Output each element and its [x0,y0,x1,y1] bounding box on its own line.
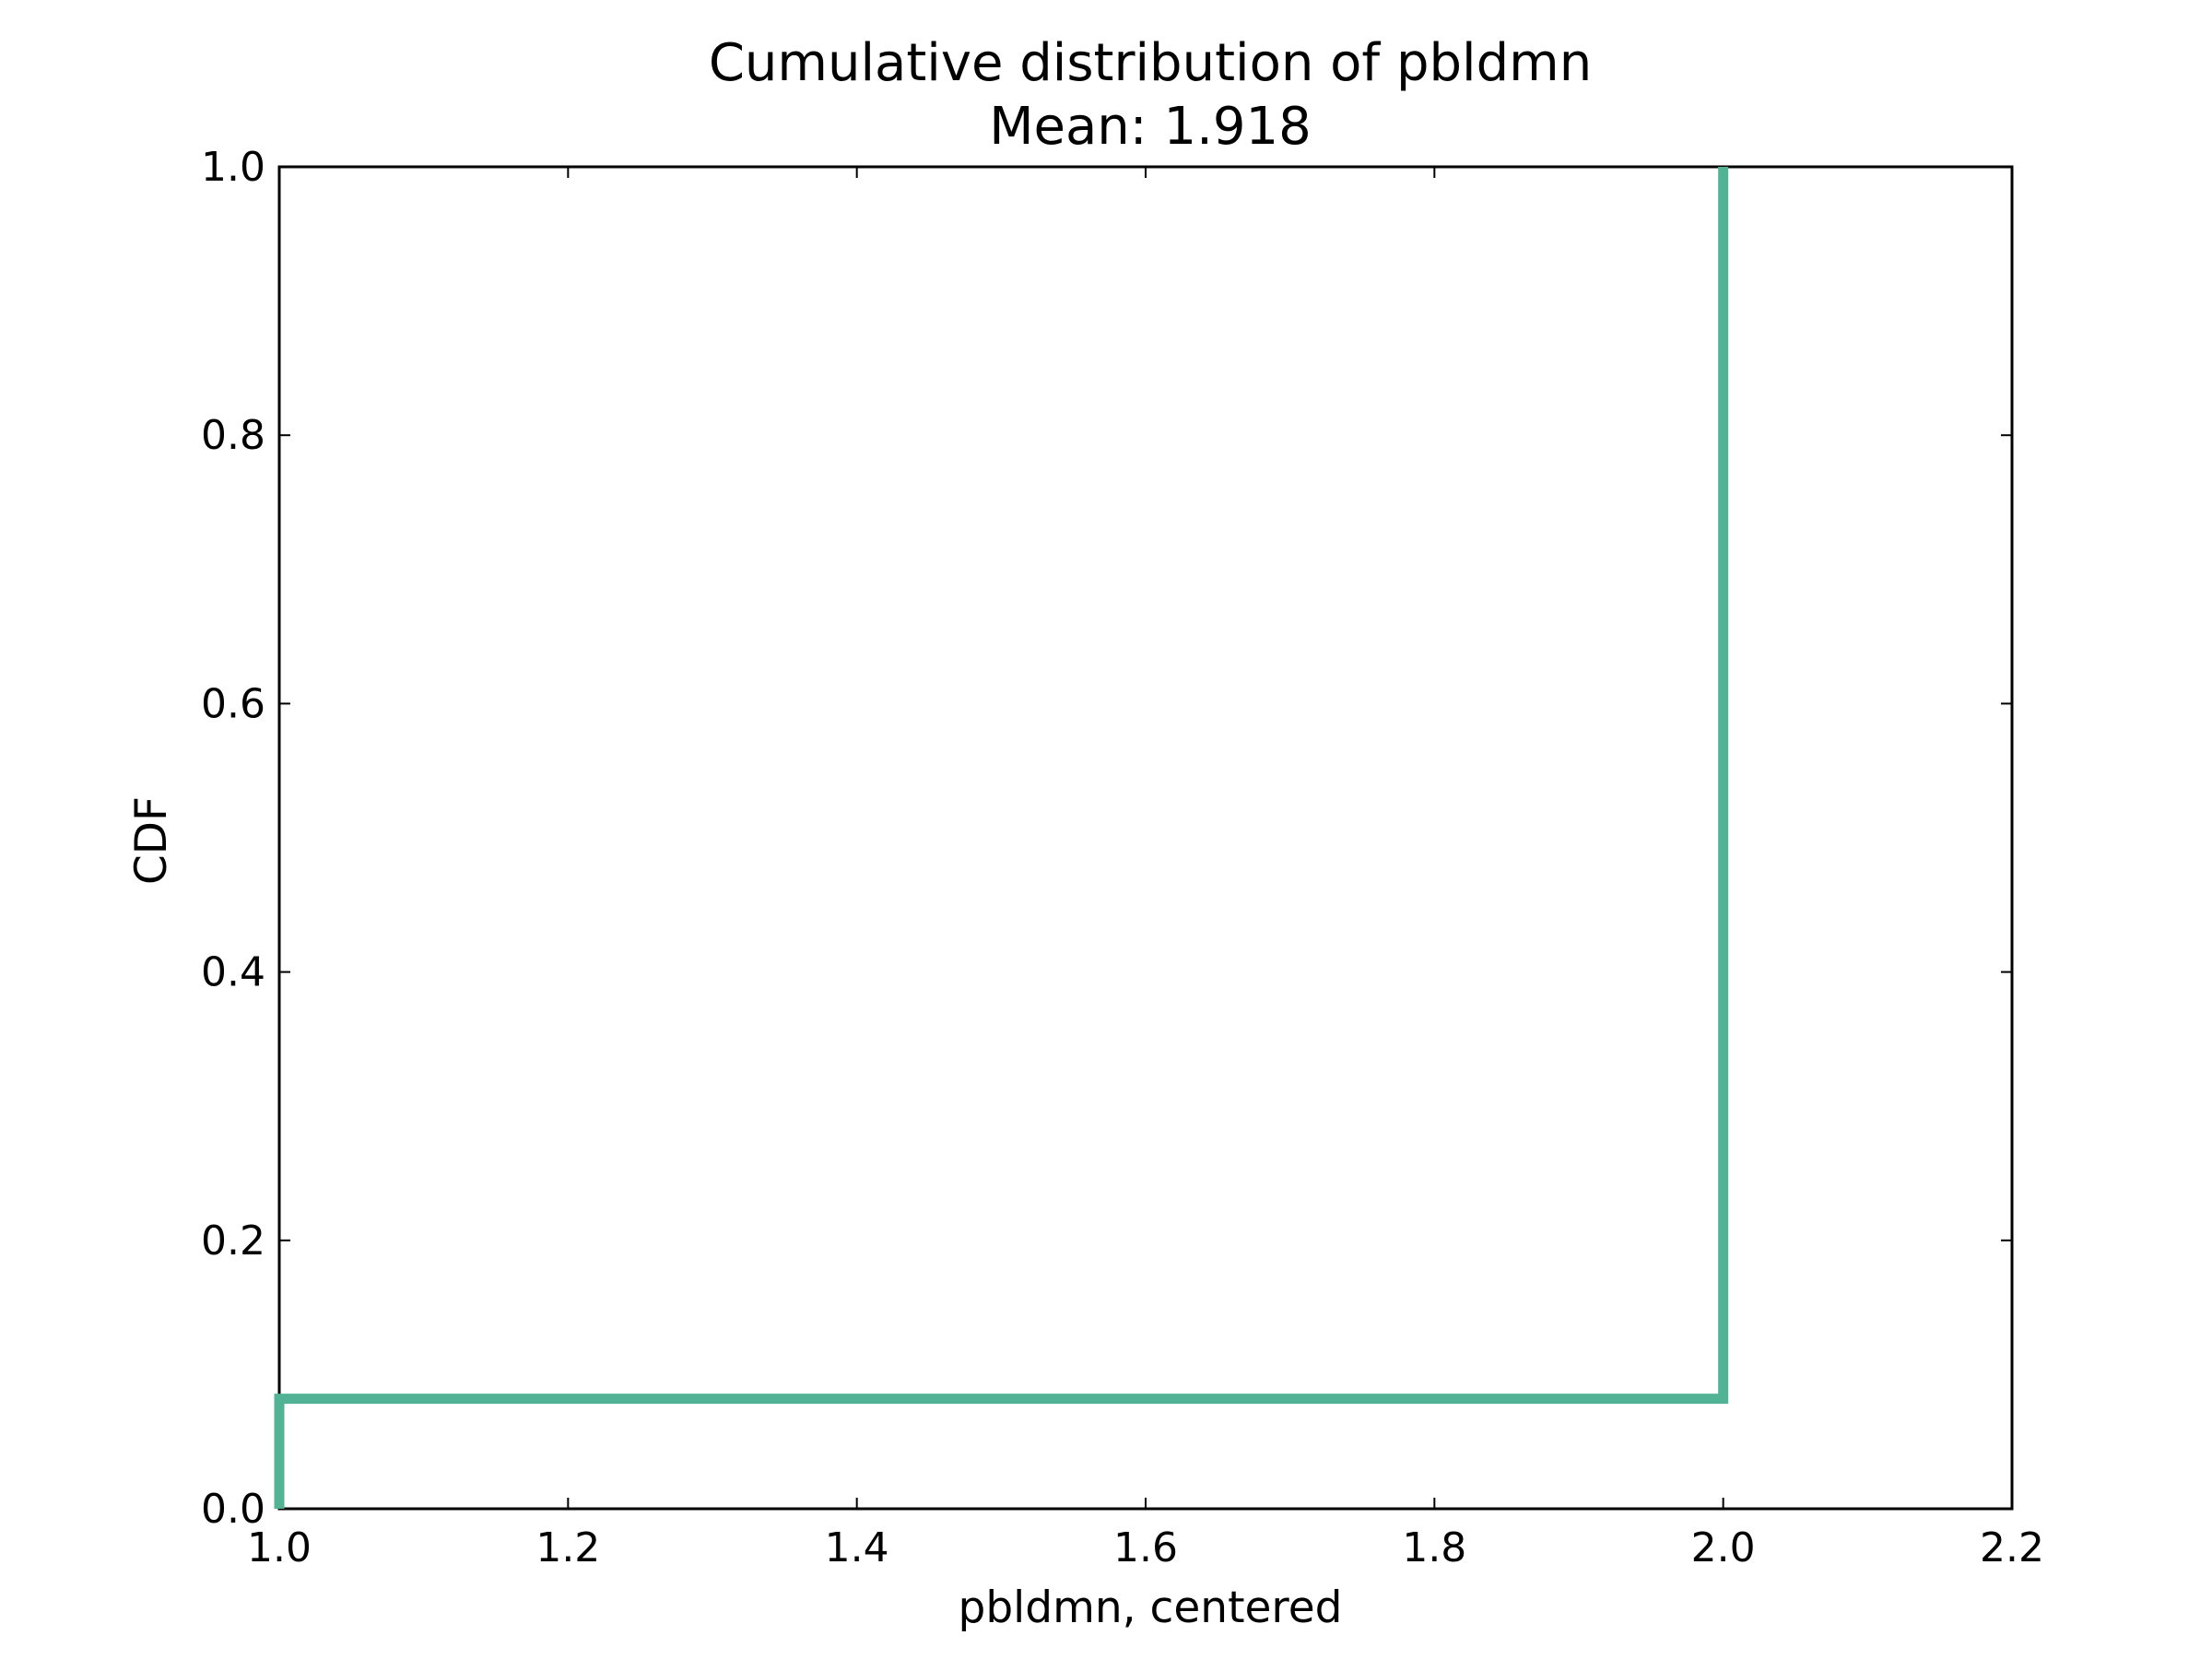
x-tick-label: 1.2 [535,1524,600,1571]
x-tick-label: 1.0 [247,1524,312,1571]
plot-frame [277,165,2014,1511]
cdf-step-line [274,167,1729,1509]
y-tick-label: 0.2 [201,1218,265,1265]
y-tick-label: 1.0 [201,144,265,191]
y-tick-label: 0.0 [201,1486,265,1533]
x-tick-label: 1.8 [1402,1524,1466,1571]
chart-title: Cumulative distribution of pbldmn [709,33,1592,93]
x-tick-label: 2.2 [1980,1524,2044,1571]
plot-area: 1.0 1.2 1.4 1.6 1.8 2.0 2.2 0.0 0.2 0.4 0.6 0.8 1.0 [201,144,2044,1571]
y-tick-label: 0.6 [201,680,265,727]
x-tick-label: 1.4 [825,1524,889,1571]
chart-subtitle: Mean: 1.918 [989,97,1312,157]
y-tick-label: 0.8 [201,412,265,459]
y-axis-label: CDF [126,796,177,885]
y-tick-label: 0.4 [201,949,265,996]
x-tick-label: 1.6 [1113,1524,1178,1571]
x-tick-label: 2.0 [1691,1524,1756,1571]
x-axis-label: pbldmn, centered [959,1583,1343,1633]
